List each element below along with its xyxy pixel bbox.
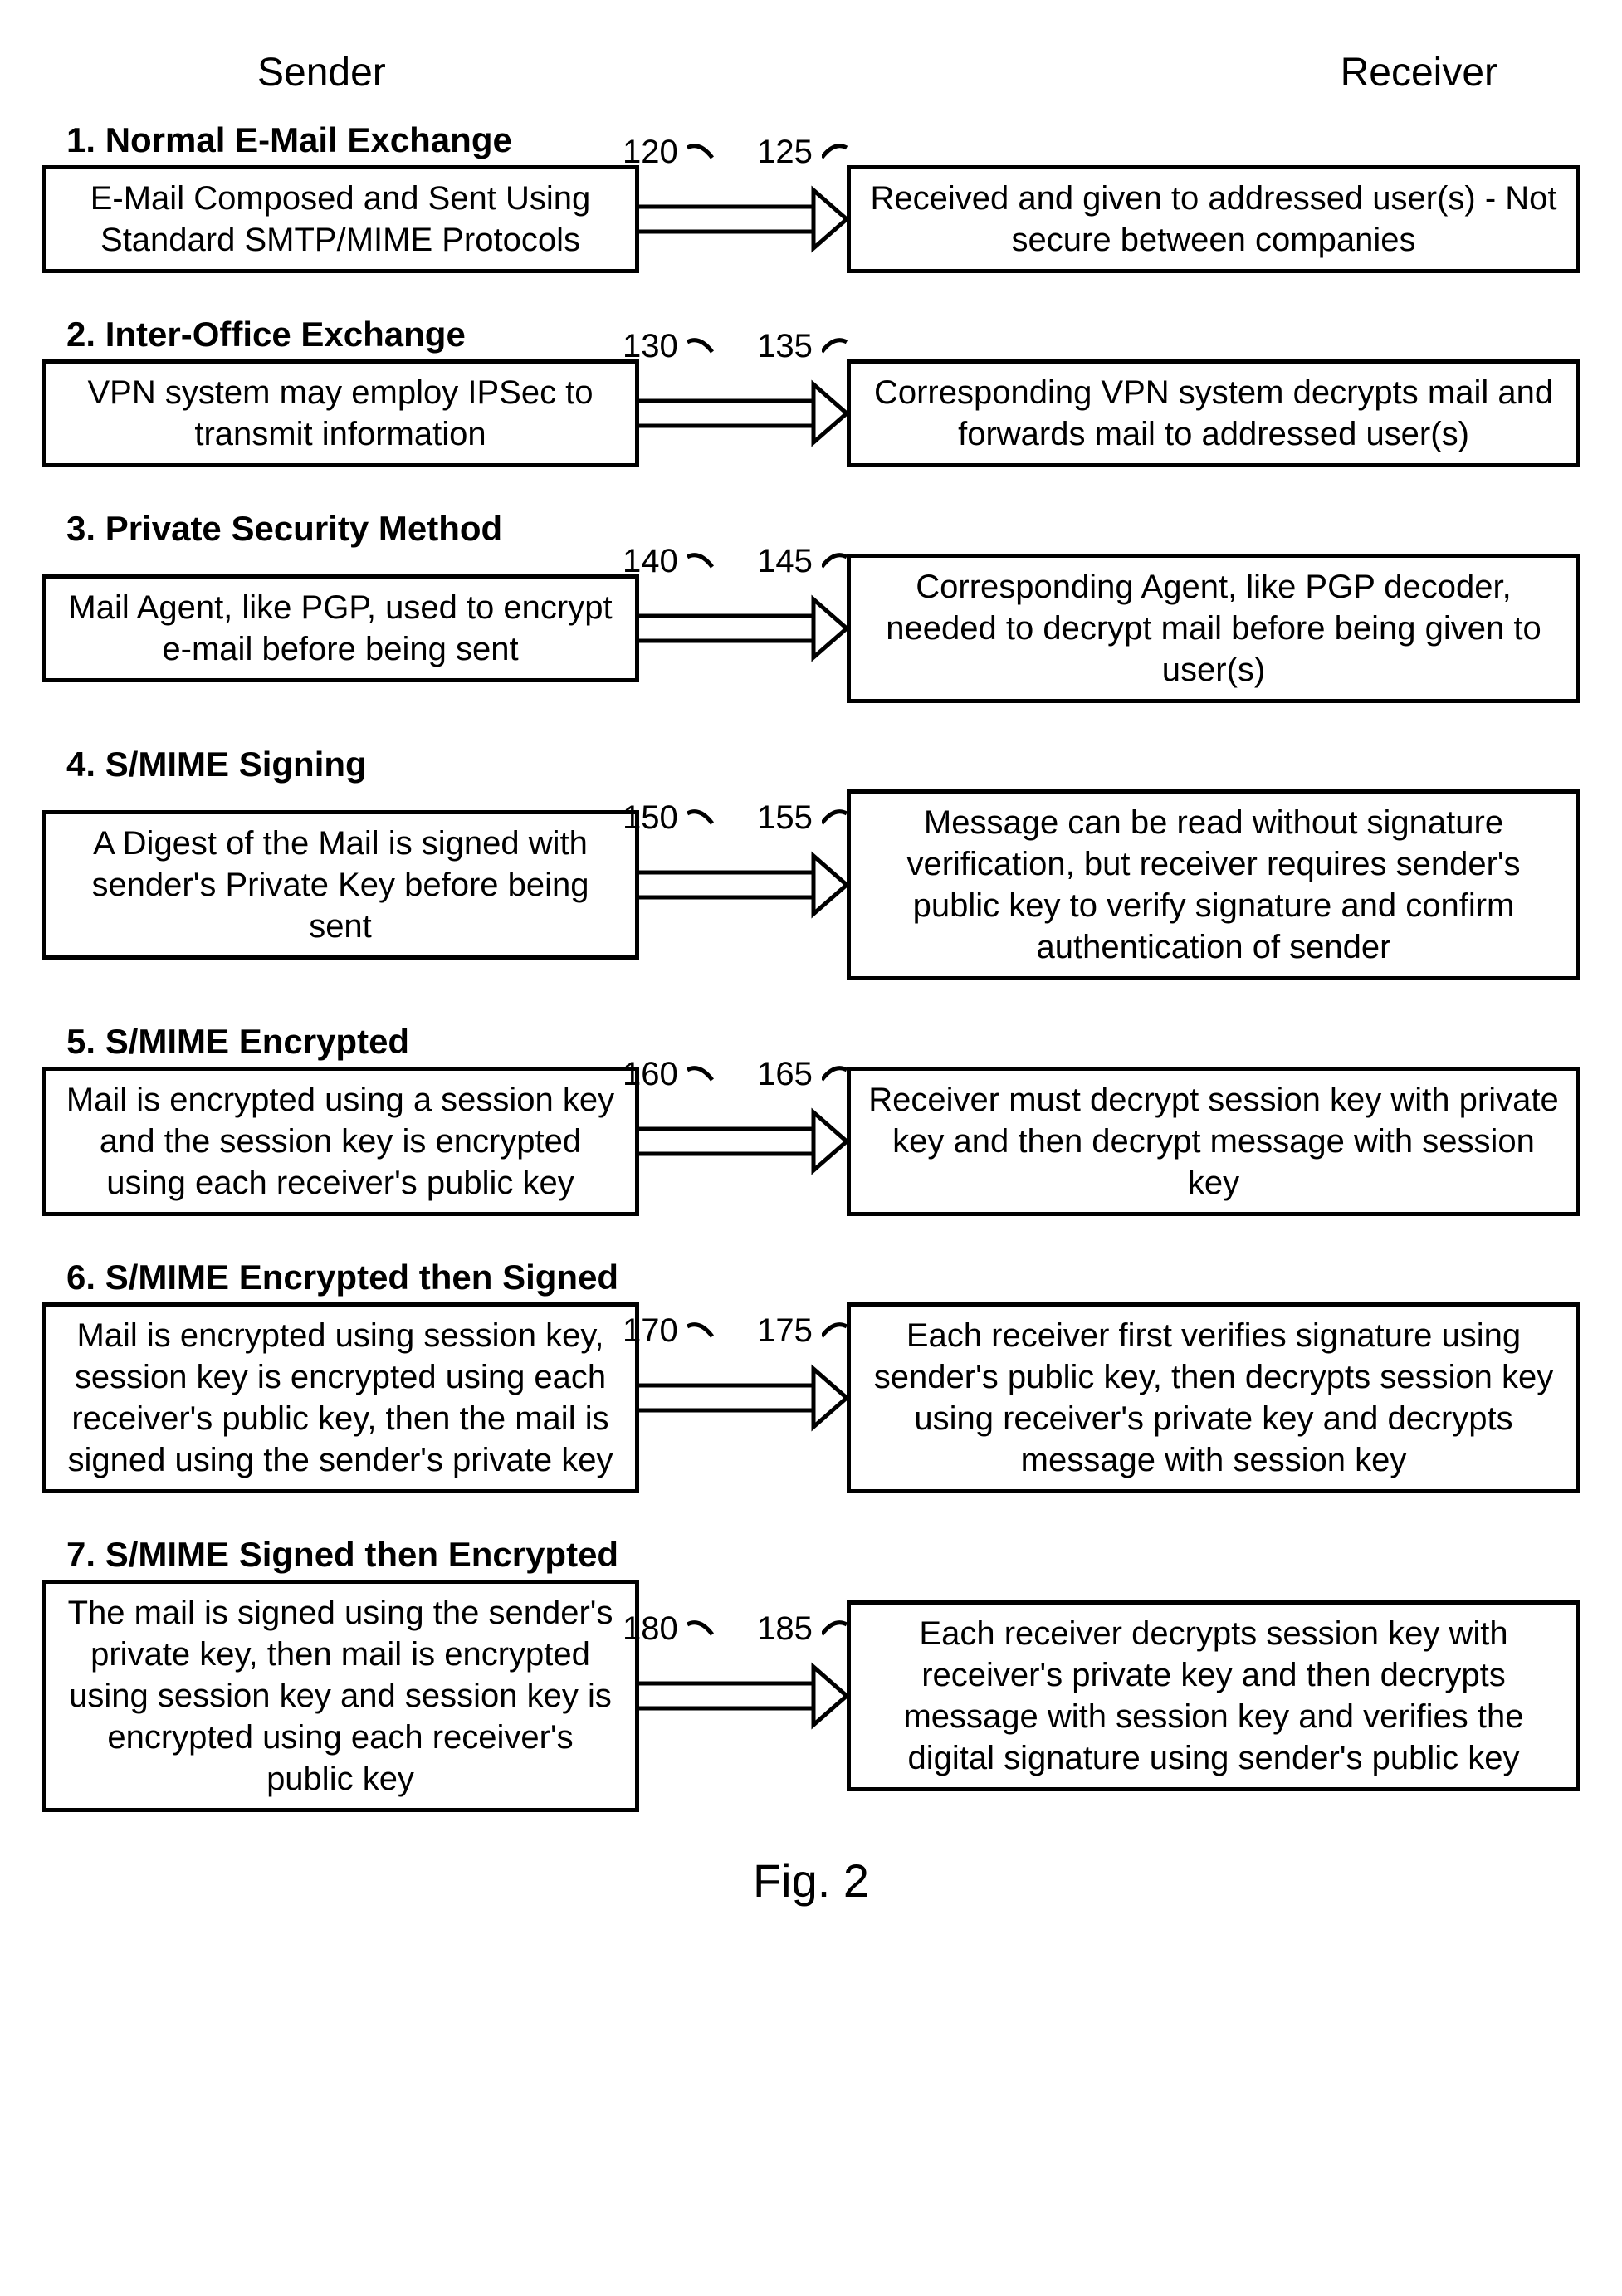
section-1: 1. Normal E-Mail Exchange E-Mail Compose… (42, 120, 1580, 273)
section-4-sender-ref: 150 (623, 799, 721, 837)
section-4-arrow: 150 155 (639, 848, 847, 922)
section-1-receiver-box: Received and given to addressed user(s) … (847, 165, 1580, 273)
section-1-arrow: 120 125 (639, 182, 847, 256)
section-3: 3. Private Security Method Mail Agent, l… (42, 509, 1580, 703)
section-5-sender-ref: 160 (623, 1056, 721, 1093)
section-7-receiver-box: Each receiver decrypts session key with … (847, 1600, 1580, 1791)
section-6-receiver-box: Each receiver first verifies signature u… (847, 1302, 1580, 1493)
section-1-receiver-ref: 125 (757, 134, 855, 171)
section-2: 2. Inter-Office Exchange VPN system may … (42, 315, 1580, 467)
section-5-receiver-box: Receiver must decrypt session key with p… (847, 1067, 1580, 1216)
section-2-arrow: 130 135 (639, 376, 847, 451)
section-7-arrow: 180 185 (639, 1658, 847, 1733)
double-arrow-icon (639, 376, 847, 451)
section-3-sender-ref: 140 (623, 543, 721, 580)
section-3-sender-box: Mail Agent, like PGP, used to encrypt e-… (42, 574, 639, 682)
section-5-receiver-ref: 165 (757, 1056, 855, 1093)
receiver-header: Receiver (1341, 50, 1497, 95)
section-4: 4. S/MIME Signing A Digest of the Mail i… (42, 745, 1580, 980)
double-arrow-icon (639, 1361, 847, 1435)
double-arrow-icon (639, 182, 847, 256)
section-7-receiver-ref: 185 (757, 1610, 855, 1648)
section-2-receiver-ref: 135 (757, 328, 855, 365)
section-5: 5. S/MIME Encrypted Mail is encrypted us… (42, 1022, 1580, 1216)
section-6: 6. S/MIME Encrypted then Signed Mail is … (42, 1258, 1580, 1493)
section-7: 7. S/MIME Signed then Encrypted The mail… (42, 1535, 1580, 1812)
double-arrow-icon (639, 1658, 847, 1733)
section-7-sender-box: The mail is signed using the sender's pr… (42, 1580, 639, 1812)
double-arrow-icon (639, 1104, 847, 1179)
column-headers: Sender Receiver (42, 50, 1580, 95)
section-1-sender-box: E-Mail Composed and Sent Using Standard … (42, 165, 639, 273)
section-3-arrow: 140 145 (639, 591, 847, 666)
section-3-receiver-ref: 145 (757, 543, 855, 580)
section-6-sender-box: Mail is encrypted using session key, ses… (42, 1302, 639, 1493)
figure-caption: Fig. 2 (42, 1854, 1580, 1908)
section-2-sender-ref: 130 (623, 328, 721, 365)
section-7-sender-ref: 180 (623, 1610, 721, 1648)
section-5-sender-box: Mail is encrypted using a session key an… (42, 1067, 639, 1216)
section-7-title: 7. S/MIME Signed then Encrypted (66, 1535, 1580, 1575)
section-1-sender-ref: 120 (623, 134, 721, 171)
section-4-receiver-box: Message can be read without signature ve… (847, 789, 1580, 980)
section-4-title: 4. S/MIME Signing (66, 745, 1580, 784)
double-arrow-icon (639, 591, 847, 666)
section-5-arrow: 160 165 (639, 1104, 847, 1179)
section-2-receiver-box: Corresponding VPN system decrypts mail a… (847, 359, 1580, 467)
section-4-receiver-ref: 155 (757, 799, 855, 837)
section-6-sender-ref: 170 (623, 1312, 721, 1350)
double-arrow-icon (639, 848, 847, 922)
section-6-title: 6. S/MIME Encrypted then Signed (66, 1258, 1580, 1297)
section-6-receiver-ref: 175 (757, 1312, 855, 1350)
section-4-sender-box: A Digest of the Mail is signed with send… (42, 810, 639, 960)
section-2-sender-box: VPN system may employ IPSec to transmit … (42, 359, 639, 467)
section-6-arrow: 170 175 (639, 1361, 847, 1435)
sender-header: Sender (257, 50, 386, 95)
section-3-receiver-box: Corresponding Agent, like PGP decoder, n… (847, 554, 1580, 703)
